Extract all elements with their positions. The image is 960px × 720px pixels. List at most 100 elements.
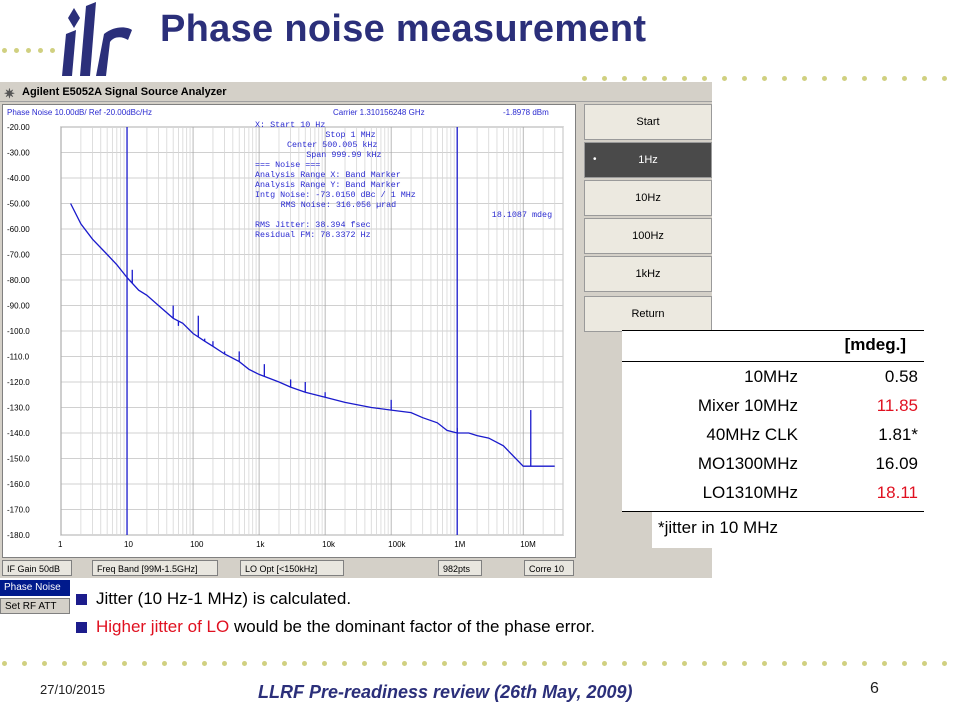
dot — [702, 661, 707, 666]
softkey-return[interactable]: Return — [584, 296, 712, 332]
dotted-rule-top-left — [0, 48, 60, 54]
carrier-frequency-text: Carrier 1.310156248 GHz — [333, 108, 425, 117]
dot — [542, 661, 547, 666]
dot — [862, 76, 867, 81]
dot — [702, 76, 707, 81]
softkey-1khz[interactable]: 1kHz — [584, 256, 712, 292]
dot — [342, 661, 347, 666]
status-points: 982pts — [438, 560, 482, 576]
dot — [762, 76, 767, 81]
analyzer-titlebar: ✷ Agilent E5052A Signal Source Analyzer — [0, 82, 712, 102]
y-tick-label: -160.0 — [7, 480, 30, 489]
status-if-gain[interactable]: IF Gain 50dB — [2, 560, 72, 576]
dot — [602, 76, 607, 81]
dot — [862, 661, 867, 666]
y-tick-label: -70.00 — [7, 251, 30, 260]
readout-line: RMS Jitter: 38.394 fsec — [255, 220, 371, 230]
softkey-10hz[interactable]: 10Hz — [584, 180, 712, 216]
dot — [722, 76, 727, 81]
softkey-100hz[interactable]: 100Hz — [584, 218, 712, 254]
phase-noise-chart: -20.00 -30.00 -40.00 -50.00 -60.00 -70.00 -80.… — [7, 108, 564, 549]
row-label: 40MHz CLK — [706, 425, 798, 444]
analyzer-window-title: Agilent E5052A Signal Source Analyzer — [22, 86, 227, 98]
dot — [382, 661, 387, 666]
readout-line: 18.1087 mdeg — [492, 210, 552, 220]
softkey-1hz[interactable]: • 1Hz — [584, 142, 712, 178]
dot — [622, 76, 627, 81]
tab-phase-noise[interactable]: Phase Noise — [0, 580, 70, 596]
y-tick-label: -130.0 — [7, 404, 30, 413]
x-tick-label: 1k — [256, 540, 265, 549]
dot — [782, 661, 787, 666]
analyzer-app-icon: ✷ — [4, 86, 15, 101]
y-tick-label: -170.0 — [7, 506, 30, 515]
page-number: 6 — [870, 680, 879, 697]
softkey-100hz-label: 100Hz — [632, 230, 664, 242]
dot — [902, 76, 907, 81]
dot — [802, 76, 807, 81]
status-correction: Corre 10 — [524, 560, 574, 576]
dot — [902, 661, 907, 666]
dot — [2, 661, 7, 666]
jitter-table: [mdeg.] 10MHz 0.58 Mixer 10MHz 11.85 40M… — [622, 330, 924, 512]
y-tick-label: -120.0 — [7, 378, 30, 387]
readout-line: Analysis Range Y: Band Marker — [255, 180, 401, 190]
dot — [26, 48, 31, 53]
row-label: MO1300MHz — [697, 454, 798, 473]
dot — [82, 661, 87, 666]
dot — [762, 661, 767, 666]
ilc-logo — [62, 2, 132, 77]
row-label: Mixer 10MHz — [697, 396, 798, 415]
dot — [102, 661, 107, 666]
row-label: LO1310MHz — [702, 483, 798, 502]
dot — [202, 661, 207, 666]
bullet-list: Jitter (10 Hz-1 MHz) is calculated. High… — [74, 585, 894, 641]
bullet-text-1: Jitter (10 Hz-1 MHz) is calculated. — [96, 589, 352, 608]
softkey-start[interactable]: Start — [584, 104, 712, 140]
y-tick-label: -180.0 — [7, 531, 30, 540]
y-tick-label: -150.0 — [7, 455, 30, 464]
dot — [662, 661, 667, 666]
row-value: 0.58 — [884, 367, 918, 386]
dot — [442, 661, 447, 666]
y-tick-label: -50.00 — [7, 200, 30, 209]
row-value: 16.09 — [875, 454, 918, 473]
row-value: 1.81* — [878, 425, 918, 444]
tab-set-rf-att[interactable]: Set RF ATT — [0, 598, 70, 614]
table-row: 10MHz 0.58 — [622, 363, 924, 392]
readout-line: Span 999.99 kHz — [306, 150, 381, 160]
dot — [262, 661, 267, 666]
analyzer-statusbar: IF Gain 50dB Freq Band [99M-1.5GHz] LO O… — [2, 560, 576, 576]
row-label: 10MHz — [744, 367, 798, 386]
status-lo-opt[interactable]: LO Opt [<150kHz] — [240, 560, 344, 576]
dot — [14, 48, 19, 53]
bullet-text-2-highlight: Higher jitter of LO — [96, 617, 230, 636]
y-tick-label: -40.00 — [7, 174, 30, 183]
table-row: Mixer 10MHz 11.85 — [622, 392, 924, 421]
dot — [122, 661, 127, 666]
dot — [582, 76, 587, 81]
dot — [482, 661, 487, 666]
dot — [282, 661, 287, 666]
x-tick-label: 100 — [190, 540, 204, 549]
softkey-10hz-label: 10Hz — [635, 192, 661, 204]
status-freq-band[interactable]: Freq Band [99M-1.5GHz] — [92, 560, 218, 576]
dot — [182, 661, 187, 666]
jitter-unit-header: [mdeg.] — [844, 335, 906, 354]
dot — [142, 661, 147, 666]
dot — [38, 48, 43, 53]
y-tick-label: -110.0 — [7, 353, 30, 362]
readout-line: RMS Noise: 316.056 µrad — [281, 200, 397, 210]
y-tick-label: -30.00 — [7, 149, 30, 158]
dot — [522, 661, 527, 666]
y-tick-label: -80.00 — [7, 276, 30, 285]
row-value: 18.11 — [876, 483, 918, 502]
dot — [422, 661, 427, 666]
dot — [942, 76, 947, 81]
bullet-text-2-rest: would be the dominant factor of the phas… — [229, 617, 595, 636]
dotted-rule-top-right — [580, 76, 960, 82]
dot — [942, 661, 947, 666]
readout-line: Residual FM: 78.3372 Hz — [255, 230, 371, 240]
dot — [62, 661, 67, 666]
dot — [302, 661, 307, 666]
